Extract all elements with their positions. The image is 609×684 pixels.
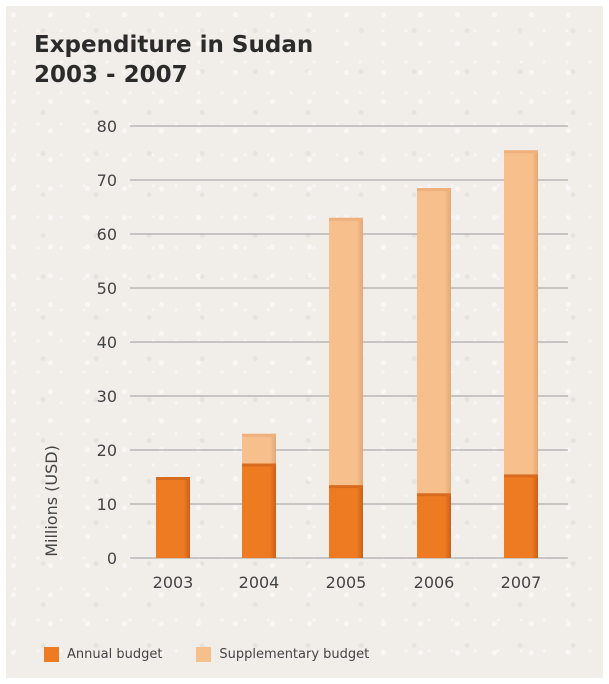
bar-supplementary-2006 xyxy=(417,188,451,494)
x-axis-ticks: 2003 2004 2005 2006 2007 xyxy=(153,573,542,592)
bar-top-supplementary-2004 xyxy=(242,433,276,437)
y-tick-label-70: 70 xyxy=(97,171,117,190)
bar-supplementary-2004 xyxy=(242,433,276,464)
bar-annual-2004 xyxy=(242,463,276,558)
y-tick-label-10: 10 xyxy=(97,495,117,514)
bar-top-supplementary-2006 xyxy=(417,188,451,192)
chart-title-line-2: 2003 - 2007 xyxy=(34,62,188,88)
y-tick-label-50: 50 xyxy=(97,279,117,298)
bar-supplementary-2005 xyxy=(329,217,363,486)
bar-annual-2003 xyxy=(156,477,190,558)
legend-item-annual: Annual budget xyxy=(44,647,162,662)
legend-label-annual: Annual budget xyxy=(67,647,163,662)
bar-annual-2005 xyxy=(329,485,363,558)
bar-annual-2007 xyxy=(504,474,538,558)
y-axis-label: Millions (USD) xyxy=(42,445,61,557)
chart-title: Expenditure in Sudan 2003 - 2007 xyxy=(34,30,313,90)
x-tick-label-2003: 2003 xyxy=(153,573,194,592)
y-tick-label-80: 80 xyxy=(97,117,117,136)
bar-top-annual-2004 xyxy=(242,463,276,467)
legend-label-supplementary: Supplementary budget xyxy=(219,647,370,662)
chart-title-line-1: Expenditure in Sudan xyxy=(34,32,314,58)
x-tick-label-2006: 2006 xyxy=(414,573,455,592)
bar-top-annual-2007 xyxy=(504,474,538,478)
legend-swatch-supplementary xyxy=(196,647,212,662)
y-tick-label-30: 30 xyxy=(97,387,117,406)
bars xyxy=(156,150,538,558)
y-tick-label-60: 60 xyxy=(97,225,117,244)
x-tick-label-2004: 2004 xyxy=(239,573,280,592)
bar-top-supplementary-2007 xyxy=(504,150,538,154)
bar-top-annual-2005 xyxy=(329,485,363,489)
y-tick-label-40: 40 xyxy=(97,333,117,352)
y-tick-label-20: 20 xyxy=(97,441,117,460)
y-axis-ticks: 0 10 20 30 40 50 60 70 80 xyxy=(97,117,117,568)
legend-swatch-annual xyxy=(44,647,59,662)
bar-top-annual-2006 xyxy=(417,493,451,497)
bar-annual-2006 xyxy=(417,493,451,558)
bar-top-supplementary-2005 xyxy=(329,217,363,221)
bar-supplementary-2007 xyxy=(504,150,538,475)
x-tick-label-2005: 2005 xyxy=(326,573,367,592)
bar-top-annual-2003 xyxy=(156,477,190,480)
y-tick-label-0: 0 xyxy=(107,549,117,568)
legend: Annual budget Supplementary budget xyxy=(44,647,403,662)
x-tick-label-2007: 2007 xyxy=(501,573,542,592)
legend-item-supplementary: Supplementary budget xyxy=(196,647,369,662)
